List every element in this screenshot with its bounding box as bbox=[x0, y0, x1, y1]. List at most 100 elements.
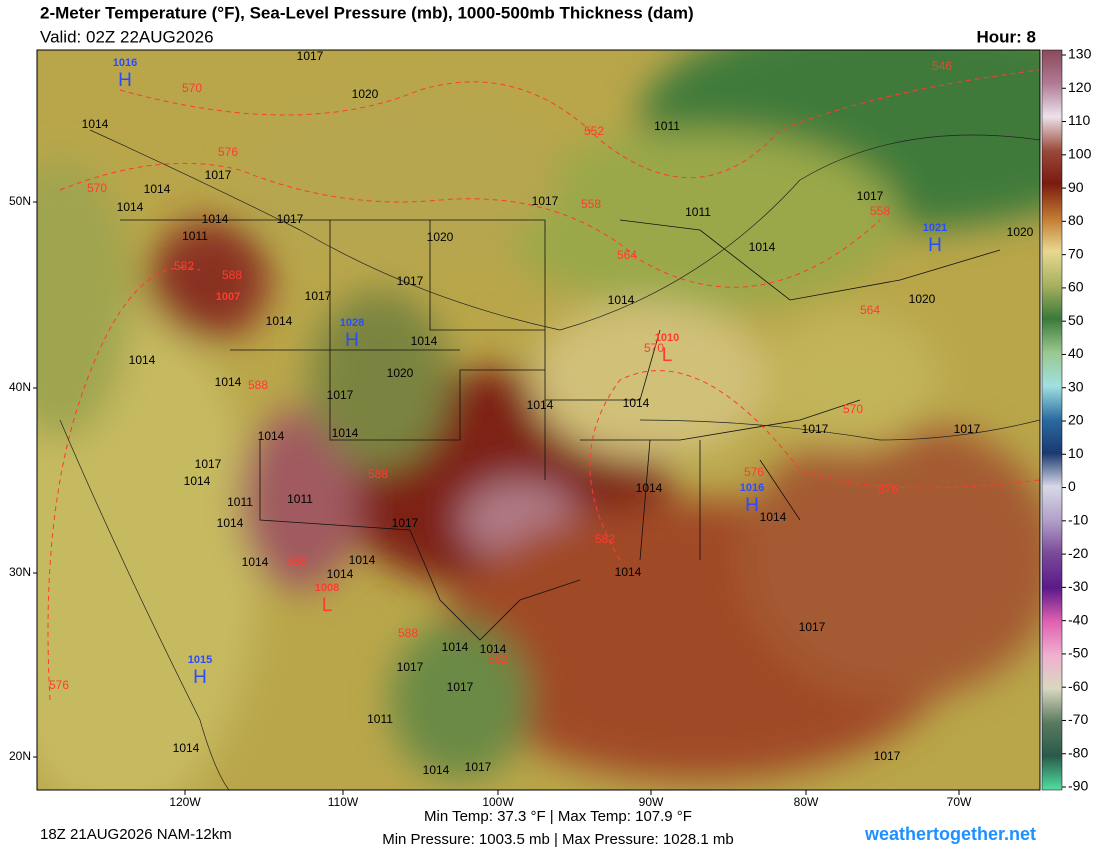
isobar-label: 1014 bbox=[144, 182, 171, 196]
isobar-label: 1014 bbox=[129, 353, 156, 367]
thickness-label: 588 bbox=[398, 626, 418, 640]
isobar-label: 1017 bbox=[954, 422, 981, 436]
isobar-label: 1014 bbox=[636, 481, 663, 495]
colorbar-label: -10 bbox=[1068, 512, 1088, 528]
thickness-label: 576 bbox=[49, 678, 69, 692]
isobar-label: 1014 bbox=[258, 429, 285, 443]
center-symbol: H bbox=[118, 70, 132, 91]
center-pressure: 1028 bbox=[340, 317, 364, 329]
colorbar-label: 0 bbox=[1068, 478, 1076, 494]
isobar-label: 1014 bbox=[623, 396, 650, 410]
isobar-label: 1011 bbox=[287, 492, 313, 506]
isobar-label: 1011 bbox=[182, 229, 208, 243]
center-symbol: H bbox=[345, 330, 359, 351]
isobar-label: 1017 bbox=[857, 189, 884, 203]
isobar-label: 1020 bbox=[387, 366, 414, 380]
center-symbol: H bbox=[193, 667, 207, 688]
site-link[interactable]: weathertogether.net bbox=[864, 824, 1036, 844]
lat-label: 30N bbox=[9, 565, 31, 579]
thickness-label: 576 bbox=[878, 482, 898, 496]
isobar-label: 1014 bbox=[442, 640, 469, 654]
center-pressure: 1021 bbox=[923, 222, 947, 234]
colorbar-label: -40 bbox=[1068, 611, 1088, 627]
isobar-label: 1014 bbox=[411, 334, 438, 348]
thickness-label: 588 bbox=[368, 467, 388, 481]
thickness-label: 576 bbox=[218, 145, 238, 159]
thickness-label: 546 bbox=[932, 59, 952, 73]
isobar-label: 1014 bbox=[349, 553, 376, 567]
isobar-label: 1017 bbox=[799, 620, 826, 634]
thickness-lines bbox=[47, 69, 1040, 701]
colorbar-label: 100 bbox=[1068, 146, 1092, 162]
valid-time: Valid: 02Z 22AUG2026 bbox=[40, 27, 214, 46]
isobar-label: 1017 bbox=[305, 289, 332, 303]
colorbar-label: 110 bbox=[1068, 112, 1091, 128]
colorbar-label: -80 bbox=[1068, 744, 1088, 760]
model-run: 18Z 21AUG2026 NAM-12km bbox=[40, 826, 232, 843]
isobar-label: 1014 bbox=[615, 565, 642, 579]
center-pressure: 1016 bbox=[113, 57, 137, 69]
thickness-label: 588 bbox=[248, 378, 268, 392]
lat-label: 40N bbox=[9, 380, 31, 394]
isobar-label: 1014 bbox=[480, 642, 507, 656]
colorbar-label: 60 bbox=[1068, 279, 1084, 295]
isobars bbox=[59, 129, 1040, 790]
forecast-hour: Hour: 8 bbox=[977, 27, 1037, 46]
lon-label: 120W bbox=[169, 795, 201, 809]
thickness-label: 564 bbox=[860, 303, 880, 317]
isobar-label: 1014 bbox=[423, 763, 450, 777]
thickness-label: 570 bbox=[843, 402, 863, 416]
lon-label: 100W bbox=[482, 795, 514, 809]
thickness-label: 558 bbox=[581, 197, 601, 211]
colorbar-label: -20 bbox=[1068, 545, 1088, 561]
isobar-label: 1020 bbox=[352, 87, 379, 101]
isobar-label: 1011 bbox=[685, 205, 711, 219]
pressure-range: Min Pressure: 1003.5 mb | Max Pressure: … bbox=[382, 831, 734, 848]
colorbar-label: 30 bbox=[1068, 378, 1084, 394]
isobar-label: 1017 bbox=[397, 660, 424, 674]
center-pressure: 1008 bbox=[315, 582, 339, 594]
center-symbol: H bbox=[928, 235, 942, 256]
isobar-label: 1017 bbox=[874, 749, 901, 763]
thickness-label: 570 bbox=[87, 181, 107, 195]
lon-label: 110W bbox=[328, 795, 359, 809]
center-pressure: 1015 bbox=[188, 654, 212, 666]
isobar-label: 1014 bbox=[608, 293, 635, 307]
isobar-label: 1014 bbox=[327, 567, 354, 581]
colorbar-label: 120 bbox=[1068, 79, 1092, 95]
lat-label: 50N bbox=[9, 194, 31, 208]
isobar-label: 1014 bbox=[173, 741, 200, 755]
boundaries bbox=[120, 219, 1001, 641]
center-symbol: H bbox=[745, 495, 759, 516]
isobar-label: 1017 bbox=[465, 760, 492, 774]
center-pressure: 1016 bbox=[740, 482, 764, 494]
isobar-label: 1014 bbox=[332, 426, 359, 440]
colorbar-label: 90 bbox=[1068, 179, 1084, 195]
colorbar-label: -30 bbox=[1068, 578, 1088, 594]
isobar-label: 1014 bbox=[749, 240, 776, 254]
isobar-label: 1017 bbox=[195, 457, 222, 471]
isobar-label: 1017 bbox=[277, 212, 304, 226]
thickness-label: 564 bbox=[617, 248, 637, 262]
isobar-label: 1020 bbox=[427, 230, 454, 244]
thickness-label: 582 bbox=[488, 652, 508, 666]
isobar-label: 1011 bbox=[367, 712, 393, 726]
center-symbol: L bbox=[322, 595, 333, 616]
isobar-label: 1014 bbox=[184, 474, 211, 488]
thickness-label: 576 bbox=[744, 465, 764, 479]
colorbar-label: 10 bbox=[1068, 445, 1084, 461]
isobar-label: 1017 bbox=[802, 422, 829, 436]
center-symbol: L bbox=[662, 345, 673, 366]
lat-label: 20N bbox=[9, 749, 31, 763]
thickness-label: 588 bbox=[286, 554, 306, 568]
temp-range: Min Temp: 37.3 °F | Max Temp: 107.9 °F bbox=[424, 808, 692, 825]
isobar-label: 1017 bbox=[392, 516, 419, 530]
center-pressure: 1010 bbox=[655, 332, 679, 344]
title: 2-Meter Temperature (°F), Sea-Level Pres… bbox=[40, 3, 694, 22]
thickness-label: 582 bbox=[174, 259, 194, 273]
isobar-label: 1017 bbox=[205, 168, 232, 182]
isobar-label: 1014 bbox=[217, 516, 244, 530]
colorbar-label: -90 bbox=[1068, 778, 1088, 794]
isobar-label: 1020 bbox=[909, 292, 936, 306]
